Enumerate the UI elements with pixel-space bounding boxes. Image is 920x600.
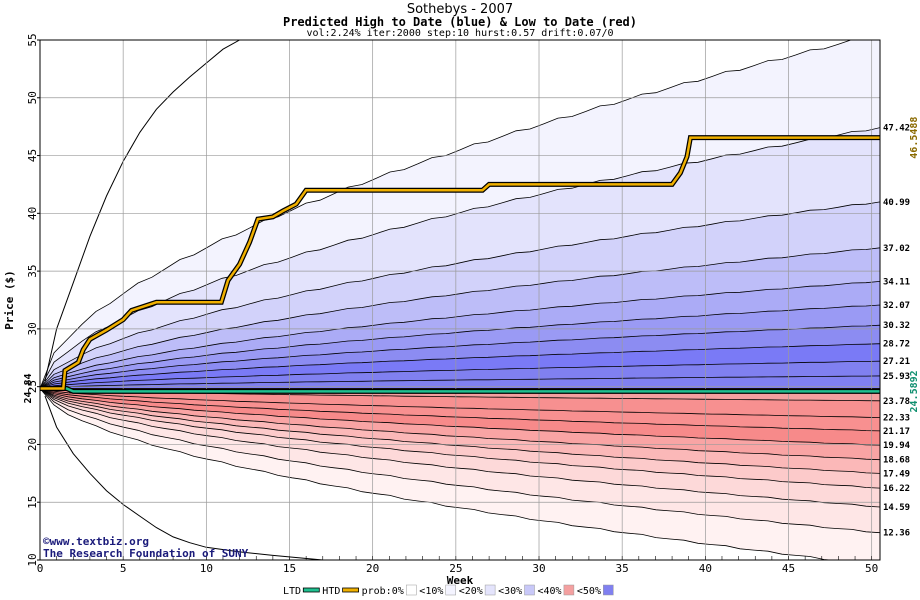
y-axis-label: Price ($) bbox=[3, 270, 16, 330]
chart-params: vol:2.24% iter:2000 step:10 hurst:0.57 d… bbox=[306, 28, 614, 39]
x-tick-label: 30 bbox=[532, 562, 545, 575]
x-tick-label: 45 bbox=[782, 562, 795, 575]
x-tick-label: 5 bbox=[120, 562, 127, 575]
band-value-label: 16.22 bbox=[883, 484, 910, 494]
band-value-label: 19.94 bbox=[883, 441, 911, 451]
y-tick-label: 15 bbox=[26, 496, 39, 509]
legend-label: prob:0% bbox=[362, 586, 404, 597]
band-value-label: 28.72 bbox=[883, 340, 910, 350]
legend-label: <20% bbox=[459, 586, 483, 597]
legend-label: <30% bbox=[498, 586, 522, 597]
band-value-label: 37.02 bbox=[883, 244, 910, 254]
high-band-9 bbox=[40, 375, 880, 389]
plot-frame bbox=[39, 39, 881, 561]
legend-label: LTD bbox=[283, 586, 301, 597]
band-value-label: 14.59 bbox=[883, 503, 910, 513]
y-tick-label: 55 bbox=[26, 33, 39, 46]
band-value-label: 25.93 bbox=[883, 372, 910, 382]
legend-label: <40% bbox=[538, 586, 562, 597]
y-tick-label: 20 bbox=[26, 438, 39, 451]
band-value-label: 17.49 bbox=[883, 469, 910, 479]
chart-title: Sothebys - 2007 bbox=[406, 2, 514, 17]
y-tick-label: 40 bbox=[26, 207, 39, 220]
y-tick-label: 25 bbox=[26, 380, 39, 393]
y-tick-label: 10 bbox=[26, 553, 39, 566]
credit-line-2: The Research Foundation of SUNY bbox=[43, 547, 249, 560]
legend-label: <10% bbox=[419, 586, 443, 597]
legend-swatch bbox=[563, 584, 575, 596]
y-tick-label: 50 bbox=[26, 91, 39, 104]
x-tick-label: 35 bbox=[616, 562, 629, 575]
x-tick-label: 10 bbox=[200, 562, 213, 575]
legend-swatch bbox=[406, 584, 417, 596]
ltd-end-label: 24.5892 bbox=[909, 370, 920, 412]
htd-line bbox=[40, 136, 880, 390]
x-tick-label: 0 bbox=[37, 562, 44, 575]
band-value-label: 32.07 bbox=[883, 301, 910, 311]
legend-swatch bbox=[484, 584, 496, 596]
legend-label: HTD bbox=[322, 586, 340, 597]
x-tick-label: 20 bbox=[366, 562, 379, 575]
x-tick-label: 25 bbox=[449, 562, 462, 575]
y-tick-label: 30 bbox=[26, 322, 39, 335]
x-tick-label: 15 bbox=[283, 562, 296, 575]
outer-low-curve bbox=[44, 395, 323, 560]
x-tick-label: 50 bbox=[865, 562, 878, 575]
band-value-label: 40.99 bbox=[883, 198, 910, 208]
y-tick-label: 45 bbox=[26, 149, 39, 162]
start-price-label: 24.84 bbox=[23, 373, 34, 403]
legend-swatch bbox=[302, 587, 320, 593]
band-value-label: 21.17 bbox=[883, 427, 910, 437]
credit-line-1: ©www.textbiz.org bbox=[43, 535, 149, 548]
legend-swatch bbox=[524, 584, 535, 596]
band-value-label: 47.42 bbox=[883, 124, 910, 134]
legend-swatch bbox=[603, 584, 614, 596]
y-tick-label: 35 bbox=[26, 264, 39, 277]
x-axis-label: Week bbox=[447, 574, 474, 587]
htd-end-label: 46.5488 bbox=[909, 117, 920, 159]
x-tick-label: 40 bbox=[699, 562, 712, 575]
legend-swatch bbox=[342, 587, 360, 593]
legend-swatch bbox=[445, 584, 456, 596]
band-value-label: 12.36 bbox=[883, 529, 910, 539]
plot-area bbox=[40, 40, 880, 560]
band-value-label: 34.11 bbox=[883, 277, 910, 287]
band-value-label: 30.32 bbox=[883, 321, 910, 331]
band-value-label: 27.21 bbox=[883, 357, 910, 367]
band-value-label: 23.78 bbox=[883, 397, 910, 407]
band-value-label: 18.68 bbox=[883, 456, 910, 466]
band-value-label: 22.33 bbox=[883, 414, 910, 424]
legend-label: <50% bbox=[577, 586, 601, 597]
chart-subtitle: Predicted High to Date (blue) & Low to D… bbox=[282, 15, 637, 29]
